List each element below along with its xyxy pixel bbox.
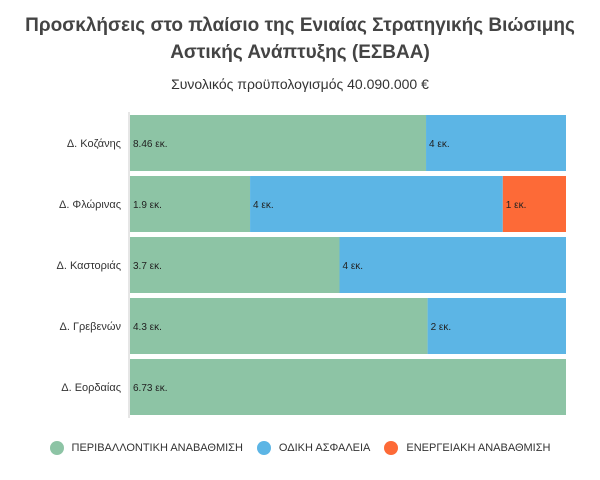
bar-segment [427, 298, 566, 354]
data-label: 3.7 εκ. [133, 261, 162, 272]
legend-item[interactable]: ΟΔΙΚΗ ΑΣΦΑΛΕΙΑ [256, 441, 371, 455]
bar-segment [130, 359, 566, 415]
category-label: Δ. Κοζάνης [67, 138, 121, 150]
data-label: 8.46 εκ. [133, 139, 167, 150]
category-label: Δ. Εορδαίας [61, 382, 121, 394]
data-label: 4 εκ. [343, 261, 364, 272]
data-label: 2 εκ. [431, 322, 452, 333]
legend-item[interactable]: ΠΕΡΙΒΑΛΛΟΝΤΙΚΗ ΑΝΑΒΑΘΜΙΣΗ [49, 441, 243, 455]
data-label: 6.73 εκ. [133, 383, 167, 394]
chart-title: Προσκλήσεις στο πλαίσιο της Ενιαίας Στρα… [25, 15, 575, 63]
legend: ΠΕΡΙΒΑΛΛΟΝΤΙΚΗ ΑΝΑΒΑΘΜΙΣΗ ΟΔΙΚΗ ΑΣΦΑΛΕΙΑ Ε… [0, 441, 600, 455]
data-label: 1 εκ. [506, 200, 527, 211]
bar-segment [426, 115, 566, 171]
legend-label: ΕΝΕΡΓΕΙΑΚΗ ΑΝΑΒΑΘΜΙΣΗ [406, 442, 551, 454]
category-label: Δ. Γρεβενών [60, 321, 122, 333]
category-label: Δ. Καστοριάς [57, 260, 121, 272]
data-label: 4 εκ. [429, 139, 450, 150]
data-label: 4 εκ. [253, 200, 274, 211]
category-label: Δ. Φλώρινας [59, 199, 121, 211]
bar-segment [130, 176, 251, 232]
bar-segment [250, 176, 503, 232]
legend-marker [49, 441, 64, 455]
chart-subtitle: Συνολικός προϋπολογισμός 40.090.000 € [171, 76, 429, 92]
legend-label: ΠΕΡΙΒΑΛΛΟΝΤΙΚΗ ΑΝΑΒΑΘΜΙΣΗ [71, 442, 243, 454]
legend-marker [384, 441, 399, 455]
bar-segment [339, 237, 566, 293]
legend-label: ΟΔΙΚΗ ΑΣΦΑΛΕΙΑ [278, 442, 371, 454]
data-label: 4.3 εκ. [133, 322, 162, 333]
bar-segment [130, 298, 428, 354]
legend-marker [256, 441, 271, 455]
data-label: 1.9 εκ. [133, 200, 162, 211]
bar-segment [130, 115, 427, 171]
legend-item[interactable]: ΕΝΕΡΓΕΙΑΚΗ ΑΝΑΒΑΘΜΙΣΗ [384, 441, 550, 455]
bar-segment [130, 237, 340, 293]
bar-segment [502, 176, 566, 232]
